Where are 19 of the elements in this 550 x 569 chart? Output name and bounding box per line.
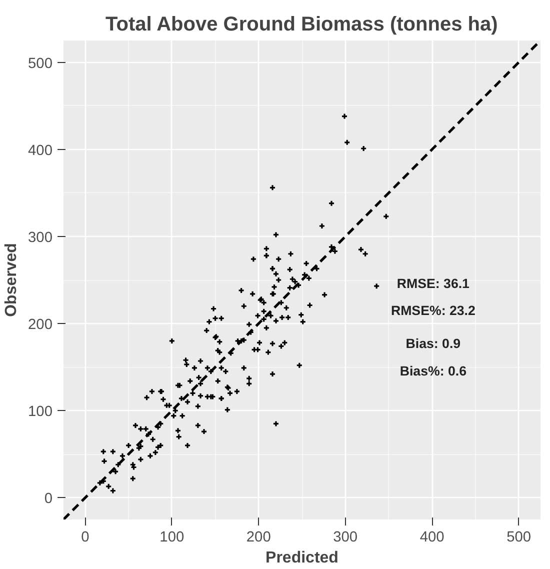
annotation: Bias%: 0.6 [400, 364, 467, 379]
x-axis-title: Predicted [266, 550, 338, 566]
y-tick-label: 400 [28, 142, 53, 159]
x-tick-label: 0 [81, 530, 90, 546]
x-tick-label: 300 [333, 530, 358, 546]
y-tick-label: 200 [28, 317, 53, 334]
x-tick-label: 400 [420, 530, 444, 546]
annotation: RMSE: 36.1 [396, 276, 470, 291]
annotation: Bias: 0.9 [406, 336, 461, 352]
y-tick-label: 0 [44, 491, 53, 508]
x-tick-label: 100 [160, 530, 184, 546]
y-tick-label: 500 [28, 56, 53, 72]
annotation: RMSE%: 23.2 [390, 303, 476, 318]
chart-title: Total Above Ground Biomass (tonnes ha) [106, 14, 498, 36]
y-tick-label: 100 [28, 404, 53, 420]
y-tick-label: 300 [28, 230, 53, 246]
x-tick-label: 200 [246, 530, 271, 546]
y-axis-title: Observed [3, 243, 20, 317]
x-tick-label: 500 [506, 530, 532, 546]
